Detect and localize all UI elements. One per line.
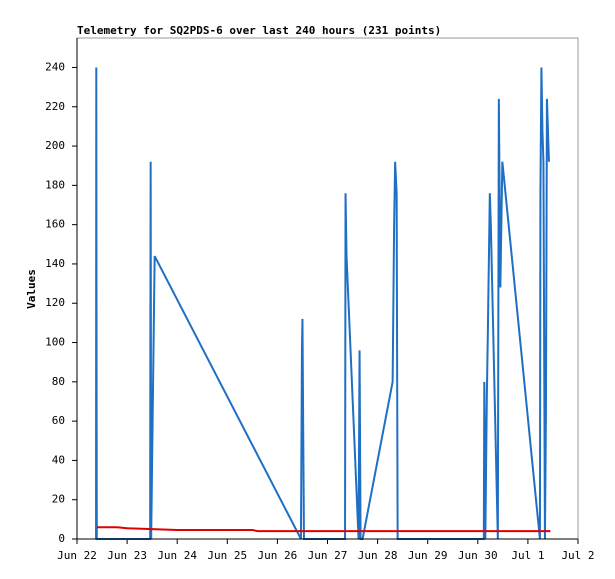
data-line	[95, 67, 550, 540]
y-tick-label: 40	[52, 453, 65, 466]
y-tick-label: 80	[52, 375, 65, 388]
x-tick-label: Jul 2	[561, 549, 594, 562]
x-tick-label: Jun 28	[358, 549, 398, 562]
y-tick-label: 180	[45, 178, 65, 191]
y-tick-label: 220	[45, 100, 65, 113]
x-tick-label: Jun 24	[157, 549, 197, 562]
y-axis-label: Values	[25, 269, 38, 309]
x-tick-label: Jun 22	[57, 549, 97, 562]
chart-title: Telemetry for SQ2PDS-6 over last 240 hou…	[77, 24, 441, 37]
y-tick-label: 120	[45, 296, 65, 309]
x-tick-label: Jul 1	[511, 549, 544, 562]
x-tick-label: Jun 25	[207, 549, 247, 562]
x-tick-label: Jun 23	[107, 549, 147, 562]
y-tick-label: 100	[45, 336, 65, 349]
x-tick-label: Jun 30	[458, 549, 498, 562]
y-tick-label: 0	[58, 532, 65, 545]
y-tick-label: 20	[52, 493, 65, 506]
y-tick-label: 160	[45, 218, 65, 231]
x-tick-label: Jun 29	[408, 549, 448, 562]
y-tick-label: 60	[52, 414, 65, 427]
x-tick-label: Jun 26	[258, 549, 298, 562]
y-tick-label: 200	[45, 139, 65, 152]
data-line	[97, 526, 551, 533]
x-tick-label: Jun 27	[308, 549, 348, 562]
y-tick-label: 140	[45, 257, 65, 270]
y-tick-label: 240	[45, 60, 65, 73]
